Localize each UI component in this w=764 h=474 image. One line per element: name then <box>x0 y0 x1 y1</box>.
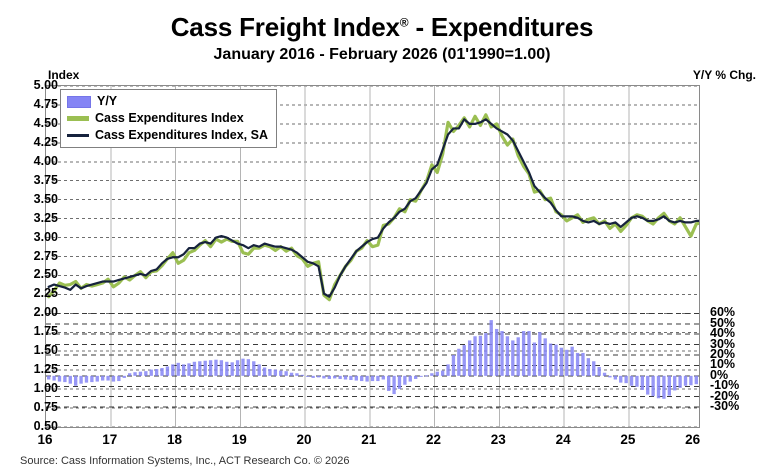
source-note: Source: Cass Information Systems, Inc., … <box>20 455 350 467</box>
x-axis-tick-label: 21 <box>361 432 377 447</box>
x-axis-tick-label: 23 <box>490 432 506 447</box>
y-axis-tick-label: 0.50 <box>33 419 58 433</box>
right-axis-tick-label: 40% <box>710 326 736 341</box>
right-axis-tick-label: 10% <box>710 357 736 372</box>
x-axis-tick-label: 19 <box>231 432 247 447</box>
y-axis-tick-label: 4.00 <box>33 153 58 168</box>
title-main: Cass Freight Index <box>170 12 400 42</box>
legend-item-label: Cass Expenditures Index, SA <box>95 128 268 143</box>
y-axis-tick-label: 1.00 <box>33 381 58 396</box>
x-axis-tick-label: 20 <box>296 432 312 447</box>
y-axis-tick-label: 5.00 <box>33 78 58 92</box>
right-axis-tick-label: 0% <box>710 367 729 382</box>
legend-item[interactable]: Y/Y <box>67 94 268 109</box>
y-axis-tick-label: 4.50 <box>33 115 58 130</box>
right-axis-tick-label: 60% <box>710 305 736 320</box>
right-axis-caption: Y/Y % Chg. <box>692 68 756 82</box>
legend-item[interactable]: Cass Expenditures Index, SA <box>67 128 268 143</box>
right-axis-tick-label: -10% <box>710 378 740 393</box>
left-axis-caption: Index <box>48 68 80 82</box>
legend-item-label: Cass Expenditures Index <box>95 111 244 126</box>
y-axis-tick-label: 1.50 <box>33 343 58 358</box>
y-axis-tick-label: 1.75 <box>33 324 58 339</box>
legend-swatch-icon <box>67 116 89 121</box>
chart-legend: Y/Y Cass Expenditures Index Cass Expenditu… <box>60 89 277 148</box>
y-axis-tick-label: 2.50 <box>33 267 58 282</box>
right-axis-tick-label: -30% <box>710 399 740 414</box>
y-axis-tick-label: 4.25 <box>33 134 58 149</box>
y-axis-tick-label: 0.75 <box>33 400 58 415</box>
x-axis-tick-label: 24 <box>555 432 571 447</box>
y-axis-tick-label: 2.25 <box>33 286 58 301</box>
chart-svg <box>46 86 699 427</box>
page-title: Cass Freight Index® - Expenditures <box>0 12 764 43</box>
x-axis-tick-label: 26 <box>685 432 701 447</box>
y-axis-tick-label: 2.75 <box>33 248 58 263</box>
y-axis-tick-label: 4.75 <box>33 96 58 111</box>
x-axis-tick-label: 25 <box>620 432 636 447</box>
y-axis-tick-label: 1.25 <box>33 362 58 377</box>
y-axis-tick-label: 3.25 <box>33 210 58 225</box>
y-axis-tick-label: 3.00 <box>33 229 58 244</box>
legend-swatch-icon <box>67 134 89 137</box>
page-subtitle: January 2016 - February 2026 (01'1990=1.… <box>213 46 551 63</box>
right-axis-tick-label: 20% <box>710 347 736 361</box>
right-axis-tick-label: -20% <box>710 388 740 403</box>
legend-swatch-icon <box>67 95 91 108</box>
legend-item-label: Y/Y <box>97 94 118 109</box>
y-axis-tick-label: 2.00 <box>33 305 58 320</box>
registered-mark-icon: ® <box>399 15 409 30</box>
x-axis-tick-label: 16 <box>37 432 53 447</box>
title-tail: - Expenditures <box>408 12 594 42</box>
right-axis-tick-label: 30% <box>710 336 736 351</box>
right-axis-tick-label: 50% <box>710 315 736 330</box>
y-axis-tick-label: 3.50 <box>33 191 58 206</box>
legend-item[interactable]: Cass Expenditures Index <box>67 111 268 126</box>
y-axis-tick-label: 3.75 <box>33 172 58 187</box>
x-axis-tick-label: 18 <box>167 432 183 447</box>
x-axis-tick-label: 17 <box>102 432 118 447</box>
x-axis-tick-label: 22 <box>426 432 442 447</box>
